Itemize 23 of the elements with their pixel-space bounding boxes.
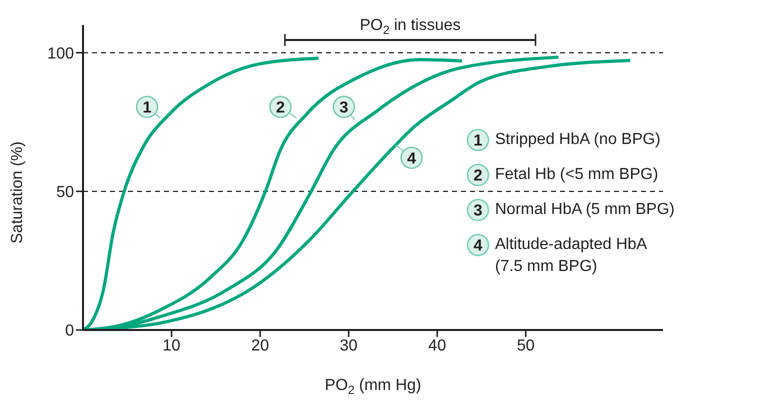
y-axis-title: Saturation (%) xyxy=(9,141,26,244)
text: 4 xyxy=(474,238,482,254)
annotation: 2 xyxy=(276,99,285,116)
x-tick-label: 10 xyxy=(162,337,181,354)
annotation: 3 xyxy=(339,99,348,116)
annotation: PO$_{2}$ in tissues xyxy=(360,16,461,37)
legend-label: Altitude-adapted HbA (7.5 mm BPG) xyxy=(495,235,648,277)
x-tick-label: 20 xyxy=(251,337,270,354)
y-tick-label: 50 xyxy=(56,184,74,202)
x-tick-label: 30 xyxy=(340,337,358,354)
y-tick-label: 0 xyxy=(65,322,74,340)
x-tick-label: 40 xyxy=(428,337,446,354)
text: 1 xyxy=(474,132,482,150)
x-axis-title: PO$_{2}$ (mm Hg) xyxy=(324,377,422,397)
x-tick-label: 50 xyxy=(516,337,535,354)
annotation: 1 xyxy=(142,99,152,116)
y-tick-label: 100 xyxy=(47,45,74,62)
legend-label: Stripped HbA (no BPG) xyxy=(495,130,660,150)
annotation: 4 xyxy=(407,150,416,168)
text: 3 xyxy=(474,202,482,220)
legend-label: Normal HbA (5 mm BPG) xyxy=(495,200,675,220)
legend-label: Fetal Hb (<5 mm BPG) xyxy=(495,165,658,185)
text: 2 xyxy=(474,168,482,184)
